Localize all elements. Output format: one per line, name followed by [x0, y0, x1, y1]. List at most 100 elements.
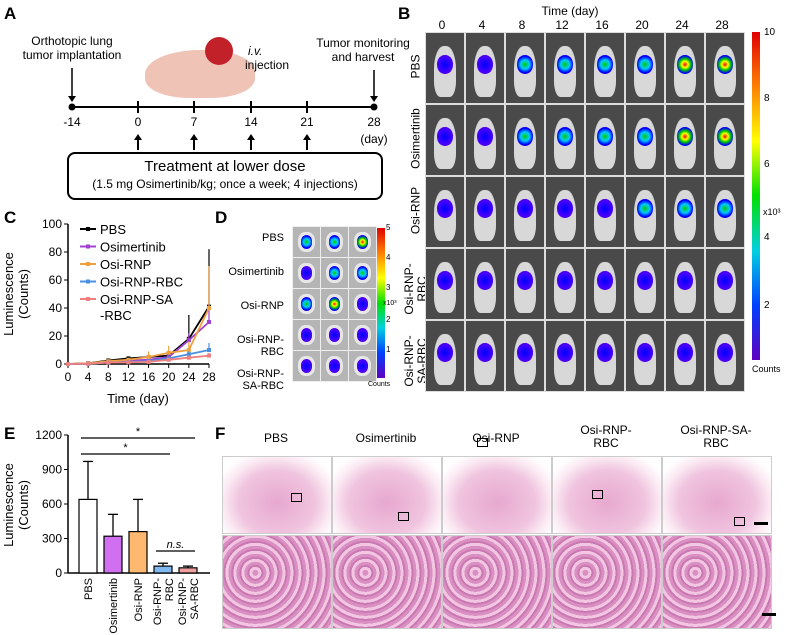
mouse-image — [545, 248, 585, 320]
bioluminescence-signal — [597, 271, 613, 290]
colorbar-tick: 5 — [386, 223, 391, 232]
legend-marker — [86, 227, 90, 231]
bioluminescence-signal — [356, 359, 369, 373]
time-header: Time (day) — [541, 4, 599, 18]
lung-image — [292, 226, 321, 258]
data-point — [126, 357, 131, 362]
panel-label-f: F — [215, 424, 226, 443]
histology-high-mag — [222, 535, 332, 629]
zoom-region-box — [477, 438, 488, 447]
group-label: Osi-RNP — [240, 300, 284, 312]
data-point — [146, 359, 151, 364]
significance-label: * — [136, 426, 141, 438]
bioluminescence-signal — [677, 343, 693, 362]
bioluminescence-signal — [557, 271, 573, 290]
x-tick-label: Osi-RNP — [133, 578, 145, 621]
x-tick-label: Osi-RNP-RBC — [152, 578, 176, 625]
bioluminescence-signal — [597, 343, 613, 362]
lung-image — [320, 350, 349, 382]
mouse-image — [425, 176, 465, 248]
histology-column-label: Osi-RNP-SA- RBC — [680, 423, 752, 450]
colorbar-tick: 4 — [386, 253, 391, 262]
y-tick-label: 80 — [49, 245, 63, 259]
bioluminescence-signal — [356, 297, 369, 311]
y-tick-label: 20 — [49, 329, 63, 343]
colorbar-tick: 8 — [764, 93, 770, 104]
y-tick-label: 900 — [42, 463, 62, 477]
data-point — [66, 362, 70, 366]
data-point — [126, 360, 131, 365]
data-point — [186, 338, 191, 343]
bioluminescence-signal — [677, 271, 693, 290]
histology-high-mag — [552, 535, 662, 629]
mouse-image — [705, 104, 745, 176]
mouse-image — [425, 104, 465, 176]
bioluminescence-signal — [517, 127, 533, 146]
data-point — [207, 320, 211, 324]
y-tick-label: 0 — [55, 566, 62, 580]
histology-high-mag — [332, 535, 442, 629]
zoom-region-box — [291, 493, 302, 502]
day-unit-label: (day) — [360, 132, 388, 146]
injection-label: injection — [245, 58, 290, 72]
mouse-image — [505, 176, 545, 248]
x-tick-label: Osi-RNP-SA-RBC — [177, 578, 201, 625]
x-tick-label: 4 — [85, 370, 92, 384]
day-label: 24 — [675, 18, 689, 32]
scale-bar — [754, 522, 768, 525]
x-tick-label: 24 — [182, 370, 196, 384]
treatment-box: Treatment at lower dose (1.5 mg Osimerti… — [67, 152, 383, 200]
mouse-image — [545, 320, 585, 392]
group-label: PBS — [261, 232, 284, 244]
mouse-image — [465, 176, 505, 248]
bioluminescence-signal — [517, 199, 533, 218]
mouse-image — [625, 176, 665, 248]
bioluminescence-signal — [717, 199, 733, 218]
mouse-image — [665, 104, 705, 176]
bioluminescence-signal — [300, 328, 313, 342]
legend-label: Osimertinib — [100, 240, 166, 255]
lung-image — [348, 226, 377, 258]
histology-low-mag — [332, 456, 442, 534]
data-point — [207, 353, 211, 358]
mouse-image — [665, 248, 705, 320]
tick-label: 21 — [300, 115, 314, 129]
tick-label: 0 — [134, 115, 142, 129]
mouse-image — [705, 176, 745, 248]
colorbar-tick: 2 — [386, 315, 391, 324]
mouse-image — [665, 32, 705, 104]
bioluminescence-signal — [717, 55, 733, 74]
histology-column-label: Osi-RNP — [472, 431, 520, 445]
bioluminescence-signal — [677, 55, 693, 74]
data-point — [166, 350, 171, 355]
mouse-image — [505, 32, 545, 104]
group-label: Osimertinib — [228, 266, 284, 278]
mouse-illustration — [145, 50, 255, 98]
bioluminescence-signal — [437, 127, 453, 146]
significance-label: n.s. — [167, 539, 185, 551]
treatment-detail: (1.5 mg Osimertinib/kg; once a week; 4 i… — [92, 177, 358, 191]
mouse-image — [665, 176, 705, 248]
bioluminescence-signal — [356, 235, 369, 249]
mouse-image — [545, 32, 585, 104]
bioluminescence-signal — [356, 328, 369, 342]
mouse-image — [585, 32, 625, 104]
x-tick-label: 0 — [65, 370, 72, 384]
mouse-image — [585, 104, 625, 176]
panel-label-c: C — [4, 208, 17, 227]
histology-column-label: PBS — [263, 431, 288, 445]
tick-label: -14 — [63, 115, 81, 129]
harvest-label: Tumor monitoring and harvest — [316, 36, 410, 64]
bioluminescence-signal — [328, 328, 341, 342]
colorbar — [377, 228, 385, 378]
mouse-image — [425, 248, 465, 320]
bioluminescence-signal — [328, 297, 341, 311]
colorbar-tick: 6 — [764, 159, 770, 170]
histology-column-label: Osi-RNP- RBC — [580, 423, 632, 450]
mouse-image — [505, 248, 545, 320]
colorbar-tick: 10 — [764, 27, 776, 38]
bioluminescence-signal — [677, 199, 693, 218]
y-tick-label: 1200 — [35, 428, 62, 442]
bioluminescence-signal — [597, 127, 613, 146]
x-tick-label: 16 — [142, 370, 156, 384]
